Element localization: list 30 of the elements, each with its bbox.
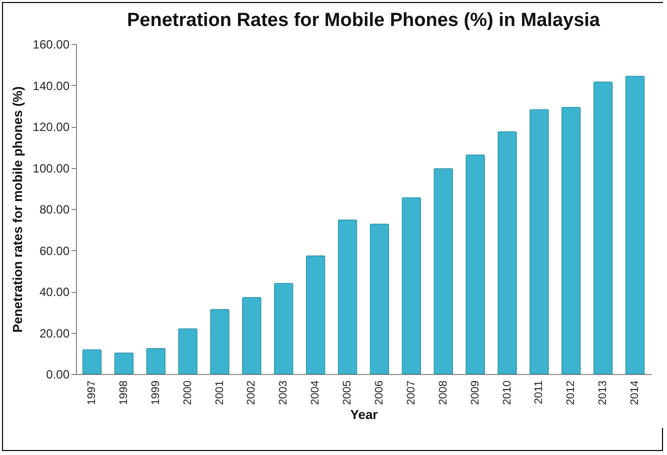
- y-tick-label: 40.00: [39, 285, 70, 299]
- x-tick-label: 2011: [533, 380, 546, 404]
- y-axis-title: Penetration rates for mobile phones (%): [10, 86, 25, 333]
- x-tick-label: 2009: [469, 380, 482, 405]
- y-tick-label: 60.00: [39, 244, 70, 258]
- x-tick-label: 2006: [373, 380, 386, 405]
- x-tick-label: 2008: [437, 380, 450, 405]
- y-tick-label: 80.00: [39, 202, 70, 216]
- x-tick-label: 2013: [597, 380, 610, 405]
- x-tick-label: 2014: [629, 380, 642, 405]
- x-tick-label: 2004: [310, 380, 322, 405]
- x-tick-label: 2000: [182, 380, 194, 405]
- x-tick-label: 2010: [501, 380, 514, 405]
- y-tick-label: 160.00: [32, 38, 70, 52]
- y-tick-label: 100.00: [32, 161, 70, 176]
- x-tick-label: 2001: [214, 380, 226, 405]
- x-tick-label: 1999: [150, 380, 162, 405]
- x-tick-label: 2012: [565, 380, 578, 405]
- x-tick-label: 2007: [405, 380, 418, 405]
- y-tick-label: 140.00: [32, 78, 70, 93]
- y-tick-label: 20.00: [39, 326, 70, 340]
- x-axis-title: Year: [350, 406, 378, 422]
- chart-title: Penetration Rates for Mobile Phones (%) in Malaysia: [127, 10, 600, 31]
- y-tick-label: 0.00: [46, 368, 70, 382]
- x-tick-label: 2005: [342, 380, 354, 405]
- x-tick-label: 2002: [246, 380, 258, 405]
- x-tick-label: 1997: [86, 380, 98, 405]
- x-tick-label: 2003: [278, 380, 290, 405]
- x-tick-label: 1998: [118, 380, 130, 405]
- y-tick-label: 120.00: [32, 120, 70, 134]
